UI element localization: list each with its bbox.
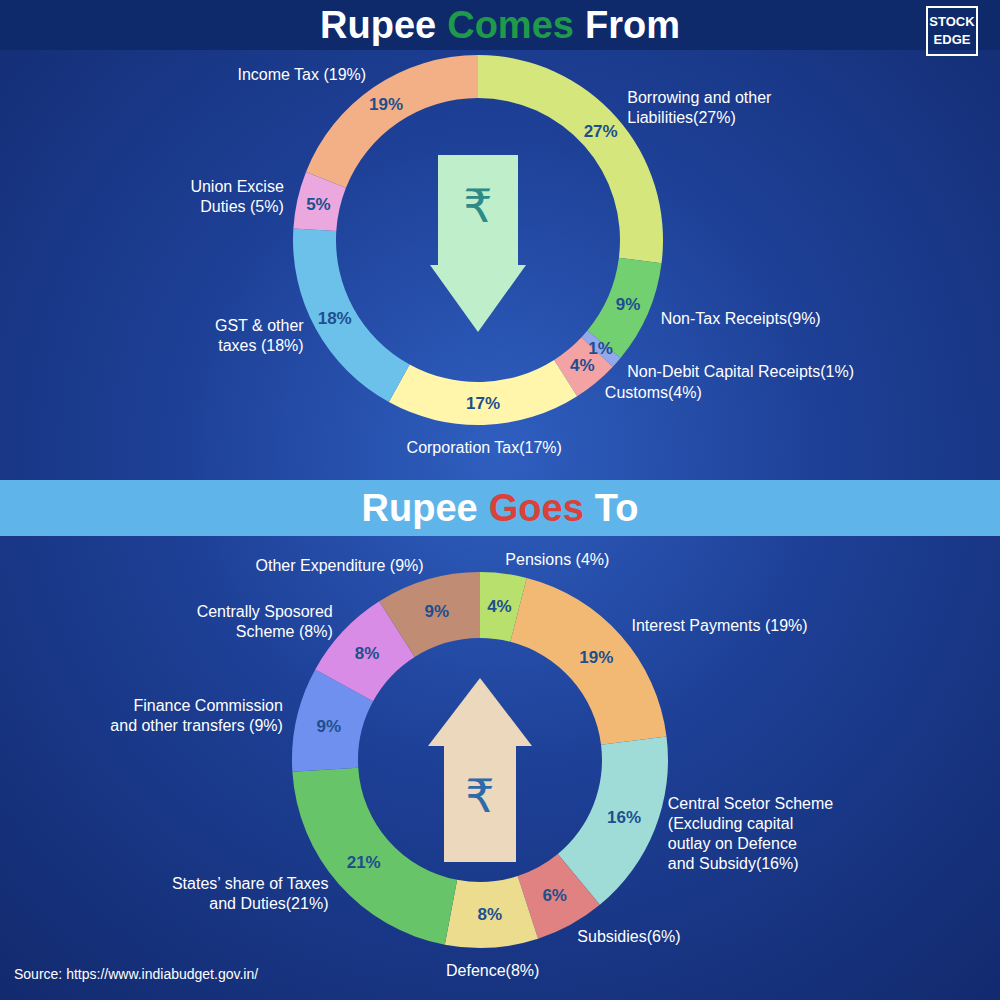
svg-text:17%: 17% [466, 394, 500, 413]
svg-text:4%: 4% [487, 597, 512, 616]
svg-text:16%: 16% [607, 808, 641, 827]
html-text:Source: https://www.indiabudge: Source: https://www.indiabudget.gov.in/ [14, 966, 259, 982]
svg-text:18%: 18% [318, 309, 352, 328]
svg-text:Income Tax (19%): Income Tax (19%) [237, 66, 366, 83]
svg-text:6%: 6% [542, 886, 567, 905]
svg-text:Central Scetor Scheme(Excludin: Central Scetor Scheme(Excluding capitalo… [668, 795, 834, 872]
svg-text:8%: 8% [477, 905, 502, 924]
svg-text:5%: 5% [306, 195, 331, 214]
svg-text:Union ExciseDuties (5%): Union ExciseDuties (5%) [190, 178, 283, 215]
svg-text:₹: ₹ [465, 769, 494, 823]
svg-text:States’ share of Taxesand Duti: States’ share of Taxesand Duties(21%) [172, 875, 329, 912]
html-text:STOCK: STOCK [929, 14, 975, 29]
svg-text:Non-Tax Receipts(9%): Non-Tax Receipts(9%) [661, 310, 821, 327]
svg-text:Other Expenditure (9%): Other Expenditure (9%) [256, 557, 424, 574]
svg-text:Corporation Tax(17%): Corporation Tax(17%) [407, 439, 562, 456]
svg-text:Borrowing and otherLiabilities: Borrowing and otherLiabilities(27%) [627, 89, 772, 126]
svg-text:9%: 9% [316, 717, 341, 736]
svg-text:Pensions (4%): Pensions (4%) [505, 551, 609, 568]
svg-text:GST & othertaxes (18%): GST & othertaxes (18%) [215, 317, 304, 354]
svg-text:1%: 1% [588, 339, 613, 358]
svg-text:19%: 19% [369, 95, 403, 114]
svg-text:₹: ₹ [463, 179, 492, 233]
svg-text:Non-Debit Capital Receipts(1%): Non-Debit Capital Receipts(1%) [627, 363, 854, 380]
svg-text:9%: 9% [616, 295, 641, 314]
svg-text:19%: 19% [579, 648, 613, 667]
html-text:EDGE: EDGE [933, 32, 971, 47]
svg-text:21%: 21% [347, 853, 381, 872]
svg-text:Interest Payments (19%): Interest Payments (19%) [632, 617, 808, 634]
svg-text:4%: 4% [570, 356, 595, 375]
svg-text:27%: 27% [584, 122, 618, 141]
html-text:Rupee Goes To: Rupee Goes To [361, 486, 639, 529]
svg-text:8%: 8% [355, 644, 380, 663]
html-text:Rupee Comes From: Rupee Comes From [320, 3, 680, 46]
svg-text:9%: 9% [424, 602, 449, 621]
svg-text:Customs(4%): Customs(4%) [605, 384, 702, 401]
svg-text:Defence(8%): Defence(8%) [446, 962, 539, 979]
svg-text:Finance Commissionand other tr: Finance Commissionand other transfers (9… [110, 697, 283, 734]
svg-text:Centrally SposoredScheme (8%): Centrally SposoredScheme (8%) [197, 603, 333, 640]
svg-text:Subsidies(6%): Subsidies(6%) [577, 928, 680, 945]
